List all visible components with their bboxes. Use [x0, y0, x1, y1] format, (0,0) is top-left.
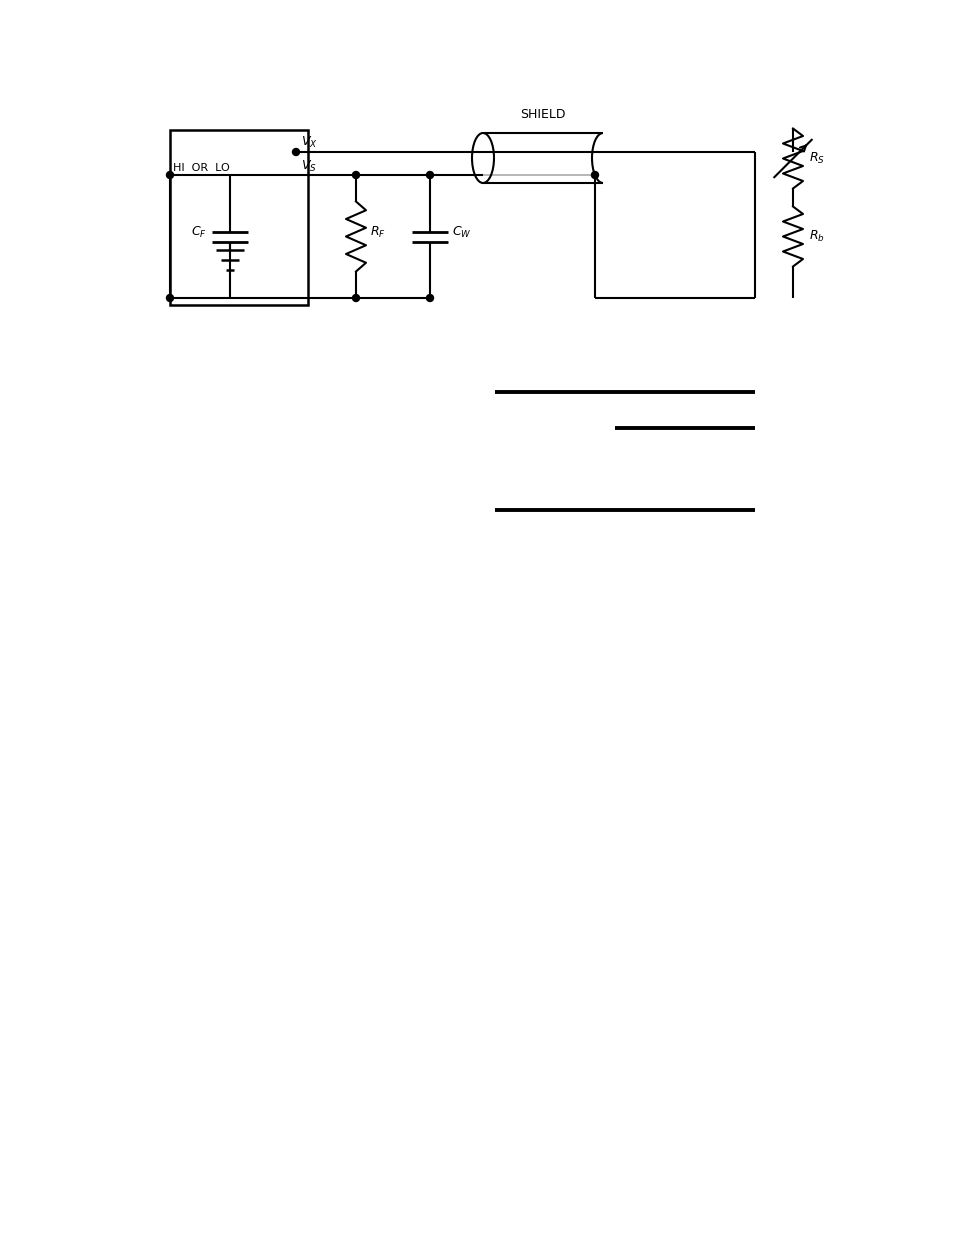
Circle shape [167, 294, 173, 301]
Text: $V_S$: $V_S$ [301, 159, 316, 174]
Circle shape [426, 172, 433, 179]
Text: $C_F$: $C_F$ [191, 225, 207, 240]
Text: $R_F$: $R_F$ [370, 225, 385, 240]
Text: HI  OR  LO: HI OR LO [172, 163, 230, 173]
Text: $R_b$: $R_b$ [808, 228, 824, 245]
Text: $C_W$: $C_W$ [452, 225, 471, 240]
Circle shape [167, 172, 173, 179]
Circle shape [352, 172, 359, 179]
Text: $V_X$: $V_X$ [301, 135, 317, 149]
Circle shape [293, 148, 299, 156]
Circle shape [352, 294, 359, 301]
Text: SHIELD: SHIELD [519, 107, 565, 121]
Bar [170, 130, 308, 305]
Text: $R_S$: $R_S$ [808, 151, 824, 165]
Circle shape [426, 294, 433, 301]
Circle shape [591, 172, 598, 179]
